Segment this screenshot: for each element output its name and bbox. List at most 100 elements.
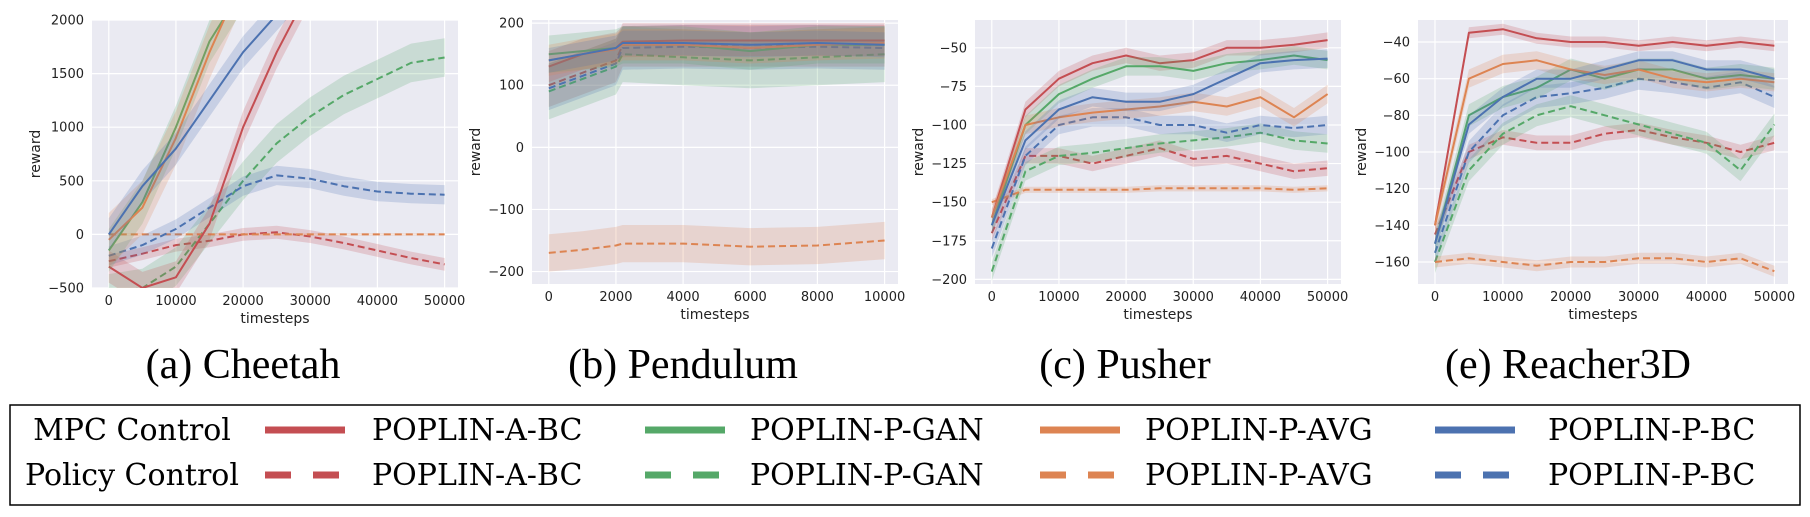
legend-row-label: Policy Control xyxy=(25,458,239,493)
legend-entry-label: POPLIN-P-BC xyxy=(1548,413,1755,448)
series-line xyxy=(108,231,445,266)
series-line xyxy=(1434,68,1775,244)
x-tick-label: 8000 xyxy=(801,290,834,305)
x-axis-label: timesteps xyxy=(680,307,749,323)
legend-row-mpc: MPC Control POPLIN-A-BC POPLIN-P-GAN POPLIN… xyxy=(33,413,1755,448)
series-line xyxy=(108,20,226,241)
x-tick-label: 0 xyxy=(545,290,553,305)
y-tick-label: 0 xyxy=(516,141,524,156)
y-tick-label: −200 xyxy=(488,265,524,280)
legend: MPC Control POPLIN-A-BC POPLIN-P-GAN POPLIN… xyxy=(9,404,1801,506)
legend-entry-label: POPLIN-A-BC xyxy=(372,458,582,493)
series-line xyxy=(107,20,274,235)
series-band xyxy=(1435,67,1775,264)
series-line xyxy=(548,53,885,93)
series-band xyxy=(991,84,1328,227)
x-tick-label: 0 xyxy=(988,290,996,305)
series-line xyxy=(1434,59,1775,226)
series-line xyxy=(107,20,225,252)
y-tick-label: −160 xyxy=(1374,256,1410,271)
series-line xyxy=(990,147,1328,234)
y-tick-label: 1500 xyxy=(51,67,84,82)
plot-background xyxy=(975,20,1341,284)
series-line xyxy=(1434,257,1775,273)
series-band xyxy=(548,30,885,73)
y-tick-label: −80 xyxy=(1383,109,1410,124)
series-band xyxy=(1435,252,1775,277)
series-line xyxy=(1434,129,1775,235)
y-tick-label: 500 xyxy=(59,174,84,189)
y-axis-label: reward xyxy=(1354,128,1370,177)
chart-caption: (a) Cheetah xyxy=(146,342,341,388)
x-tick-label: 40000 xyxy=(357,294,398,309)
y-tick-label: −150 xyxy=(931,196,967,211)
y-tick-label: 200 xyxy=(499,17,524,32)
legend-entry-label: POPLIN-P-AVG xyxy=(1145,413,1373,448)
y-tick-label: −100 xyxy=(931,118,967,133)
series-group xyxy=(1434,23,1776,277)
x-tick-label: 10000 xyxy=(1038,290,1079,305)
y-axis-label: reward xyxy=(911,128,927,177)
series-line xyxy=(1434,105,1776,263)
y-tick-label: 2000 xyxy=(51,14,84,29)
legend-row-policy: Policy Control POPLIN-A-BC POPLIN-P-GAN POP… xyxy=(25,458,1755,493)
y-tick-label: 100 xyxy=(499,79,524,94)
legend-entry-label: POPLIN-P-GAN xyxy=(750,413,984,448)
x-tick-label: 50000 xyxy=(424,294,465,309)
series-band xyxy=(991,46,1328,235)
x-tick-label: 10000 xyxy=(1482,290,1523,305)
series-line xyxy=(136,56,445,288)
series-group xyxy=(990,32,1329,281)
x-tick-label: 20000 xyxy=(1550,290,1591,305)
y-tick-label: 0 xyxy=(76,228,84,243)
series-line xyxy=(1434,59,1775,244)
series-line xyxy=(108,20,295,288)
y-tick-label: 1000 xyxy=(51,121,84,136)
series-group xyxy=(107,20,445,288)
series-band xyxy=(991,49,1328,235)
x-tick-label: 50000 xyxy=(1754,290,1795,305)
series-line xyxy=(1434,28,1775,226)
y-tick-label: −200 xyxy=(931,273,967,288)
series-band xyxy=(991,140,1328,241)
x-tick-label: 4000 xyxy=(667,290,700,305)
y-tick-label: −40 xyxy=(1383,36,1410,51)
series-line xyxy=(1434,77,1775,254)
chart-caption: (c) Pusher xyxy=(1039,342,1210,388)
series-line xyxy=(990,116,1328,249)
x-tick-label: 40000 xyxy=(1686,290,1727,305)
x-tick-label: 30000 xyxy=(290,294,331,309)
series-line xyxy=(108,174,445,257)
chart-panel-3: 0 10000 20000 30000 40000 50000 −200 −175 −150 −1… xyxy=(911,20,1348,388)
series-line xyxy=(990,131,1328,272)
series-line xyxy=(548,239,885,254)
y-tick-label: −100 xyxy=(488,203,524,218)
chart-panel-2: 0 2000 4000 6000 8000 10000 −200 −100 0 100 200 tim… xyxy=(468,17,905,388)
series-band xyxy=(108,20,302,288)
y-axis-label: reward xyxy=(28,130,44,179)
legend-entry-label: POPLIN-P-BC xyxy=(1548,458,1755,493)
x-tick-label: 0 xyxy=(105,294,113,309)
y-tick-label: −60 xyxy=(1383,72,1410,87)
series-line xyxy=(991,187,1328,204)
y-tick-label: −175 xyxy=(931,234,967,249)
y-tick-label: −100 xyxy=(1374,146,1410,161)
series-band xyxy=(548,27,885,76)
y-axis-label: reward xyxy=(468,128,484,177)
x-tick-label: 10000 xyxy=(155,294,196,309)
x-tick-label: 30000 xyxy=(1618,290,1659,305)
series-group xyxy=(548,23,885,272)
x-axis-label: timesteps xyxy=(240,311,309,327)
series-line xyxy=(990,57,1328,226)
series-band xyxy=(108,38,445,288)
series-band xyxy=(1435,51,1775,253)
x-tick-label: 30000 xyxy=(1173,290,1214,305)
series-band xyxy=(991,123,1328,281)
legend-entry-label: POPLIN-P-AVG xyxy=(1145,458,1373,493)
chart-panel-1: 0 10000 20000 30000 40000 50000 −500 0 500 1000 15… xyxy=(28,14,465,389)
x-axis-label: timesteps xyxy=(1568,307,1637,323)
charts: 0 10000 20000 30000 40000 50000−5000500100015… xyxy=(28,14,1795,389)
y-tick-label: −50 xyxy=(940,41,967,56)
y-tick-label: −500 xyxy=(48,282,84,297)
